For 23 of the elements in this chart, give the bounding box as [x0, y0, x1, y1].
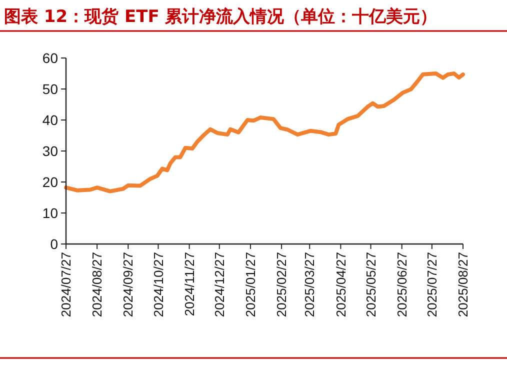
x-tick-label: 2025/01/27	[243, 252, 258, 318]
line-series	[64, 72, 465, 194]
x-tick-label: 2025/05/27	[363, 252, 378, 318]
y-tick-label: 10	[42, 204, 58, 221]
x-tick-label: 2024/10/27	[150, 252, 166, 318]
y-tick-label: 40	[42, 112, 58, 128]
x-tick-label: 2025/07/27	[424, 252, 440, 318]
x-tick-label: 2025/03/27	[302, 252, 318, 318]
y-tick-label: 0	[50, 236, 58, 252]
x-tick-label: 2024/08/27	[90, 252, 105, 318]
x-tick-label: 2024/11/27	[182, 252, 197, 316]
y-tick-label: 30	[42, 142, 58, 159]
y-tick-label: 50	[42, 80, 58, 97]
chart-title: 图表 12：现货 ETF 累计净流入情况（单位：十亿美元）	[4, 7, 438, 27]
x-tick-label: 2025/02/27	[274, 252, 290, 318]
x-tick-label: 2024/07/27	[58, 252, 74, 318]
x-tick-label: 2025/04/27	[333, 252, 348, 318]
x-tick-label: 2024/12/27	[212, 252, 227, 318]
x-tick-label: 2025/06/27	[394, 252, 410, 318]
y-tick-label: 60	[42, 50, 58, 66]
y-tick-label: 20	[42, 174, 58, 190]
x-tick-label: 2025/08/27	[456, 252, 471, 318]
x-tick-label: 2024/09/27	[120, 252, 136, 318]
